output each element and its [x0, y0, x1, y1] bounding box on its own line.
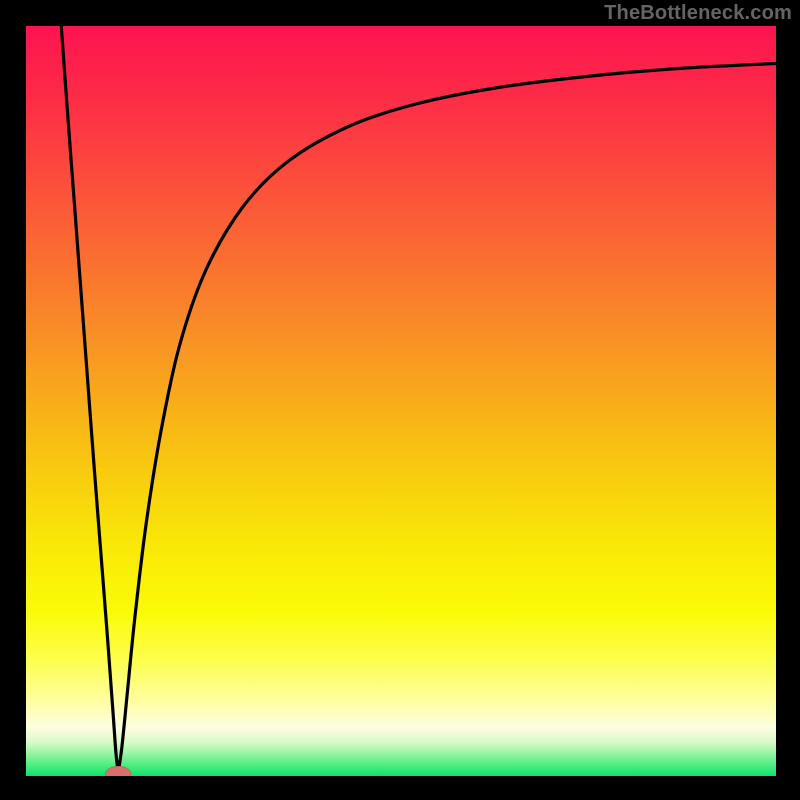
chart-svg — [0, 0, 800, 800]
bottleneck-chart: TheBottleneck.com — [0, 0, 800, 800]
watermark-text: TheBottleneck.com — [604, 2, 792, 25]
